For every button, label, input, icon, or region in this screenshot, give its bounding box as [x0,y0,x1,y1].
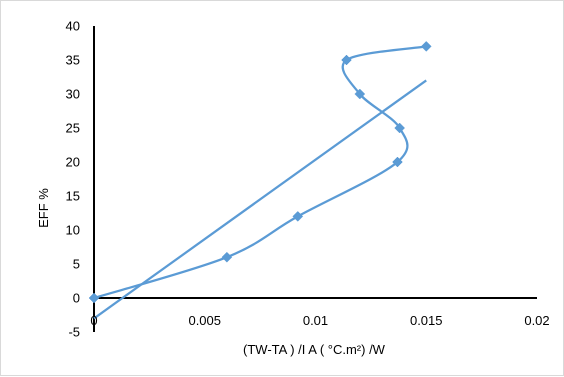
data-point-marker [420,41,432,52]
y-tick-label: 20 [66,155,80,170]
y-tick-label: 25 [66,121,80,136]
data-point-marker [354,88,366,100]
y-tick-label: 5 [73,257,80,272]
x-tick-label: 0.005 [188,313,221,328]
y-tick-label: 35 [66,53,80,68]
axes-layer [93,26,537,332]
y-tick-label: 10 [66,223,80,238]
labels-layer: -5 0 5 10 15 20 25 30 35 40 0 0.005 0.01 0.015 0.02 (TW… [36,19,550,358]
x-tick-label: 0.01 [303,313,328,328]
y-tick-label: 15 [66,189,80,204]
data-point-marker [392,156,403,168]
x-axis-title: (TW-TA ) /I A ( °C.m²) /W [243,342,386,357]
x-tick-label: 0.02 [524,313,549,328]
data-point-marker [341,54,352,66]
y-axis-title: EFF % [36,188,51,228]
data-point-marker [88,292,100,304]
y-tick-label: 0 [73,291,80,306]
x-tick-label: 0 [90,313,97,328]
trendline [93,79,427,320]
y-tick-label: 30 [66,87,80,102]
data-point-marker [221,251,233,263]
data-point-marker [394,122,406,134]
series-layer [88,41,432,320]
x-tick-label: 0.015 [410,313,443,328]
y-tick-label: -5 [68,325,80,340]
data-point-marker [292,211,304,222]
series-line [93,45,427,300]
y-tick-label: 40 [66,19,80,34]
